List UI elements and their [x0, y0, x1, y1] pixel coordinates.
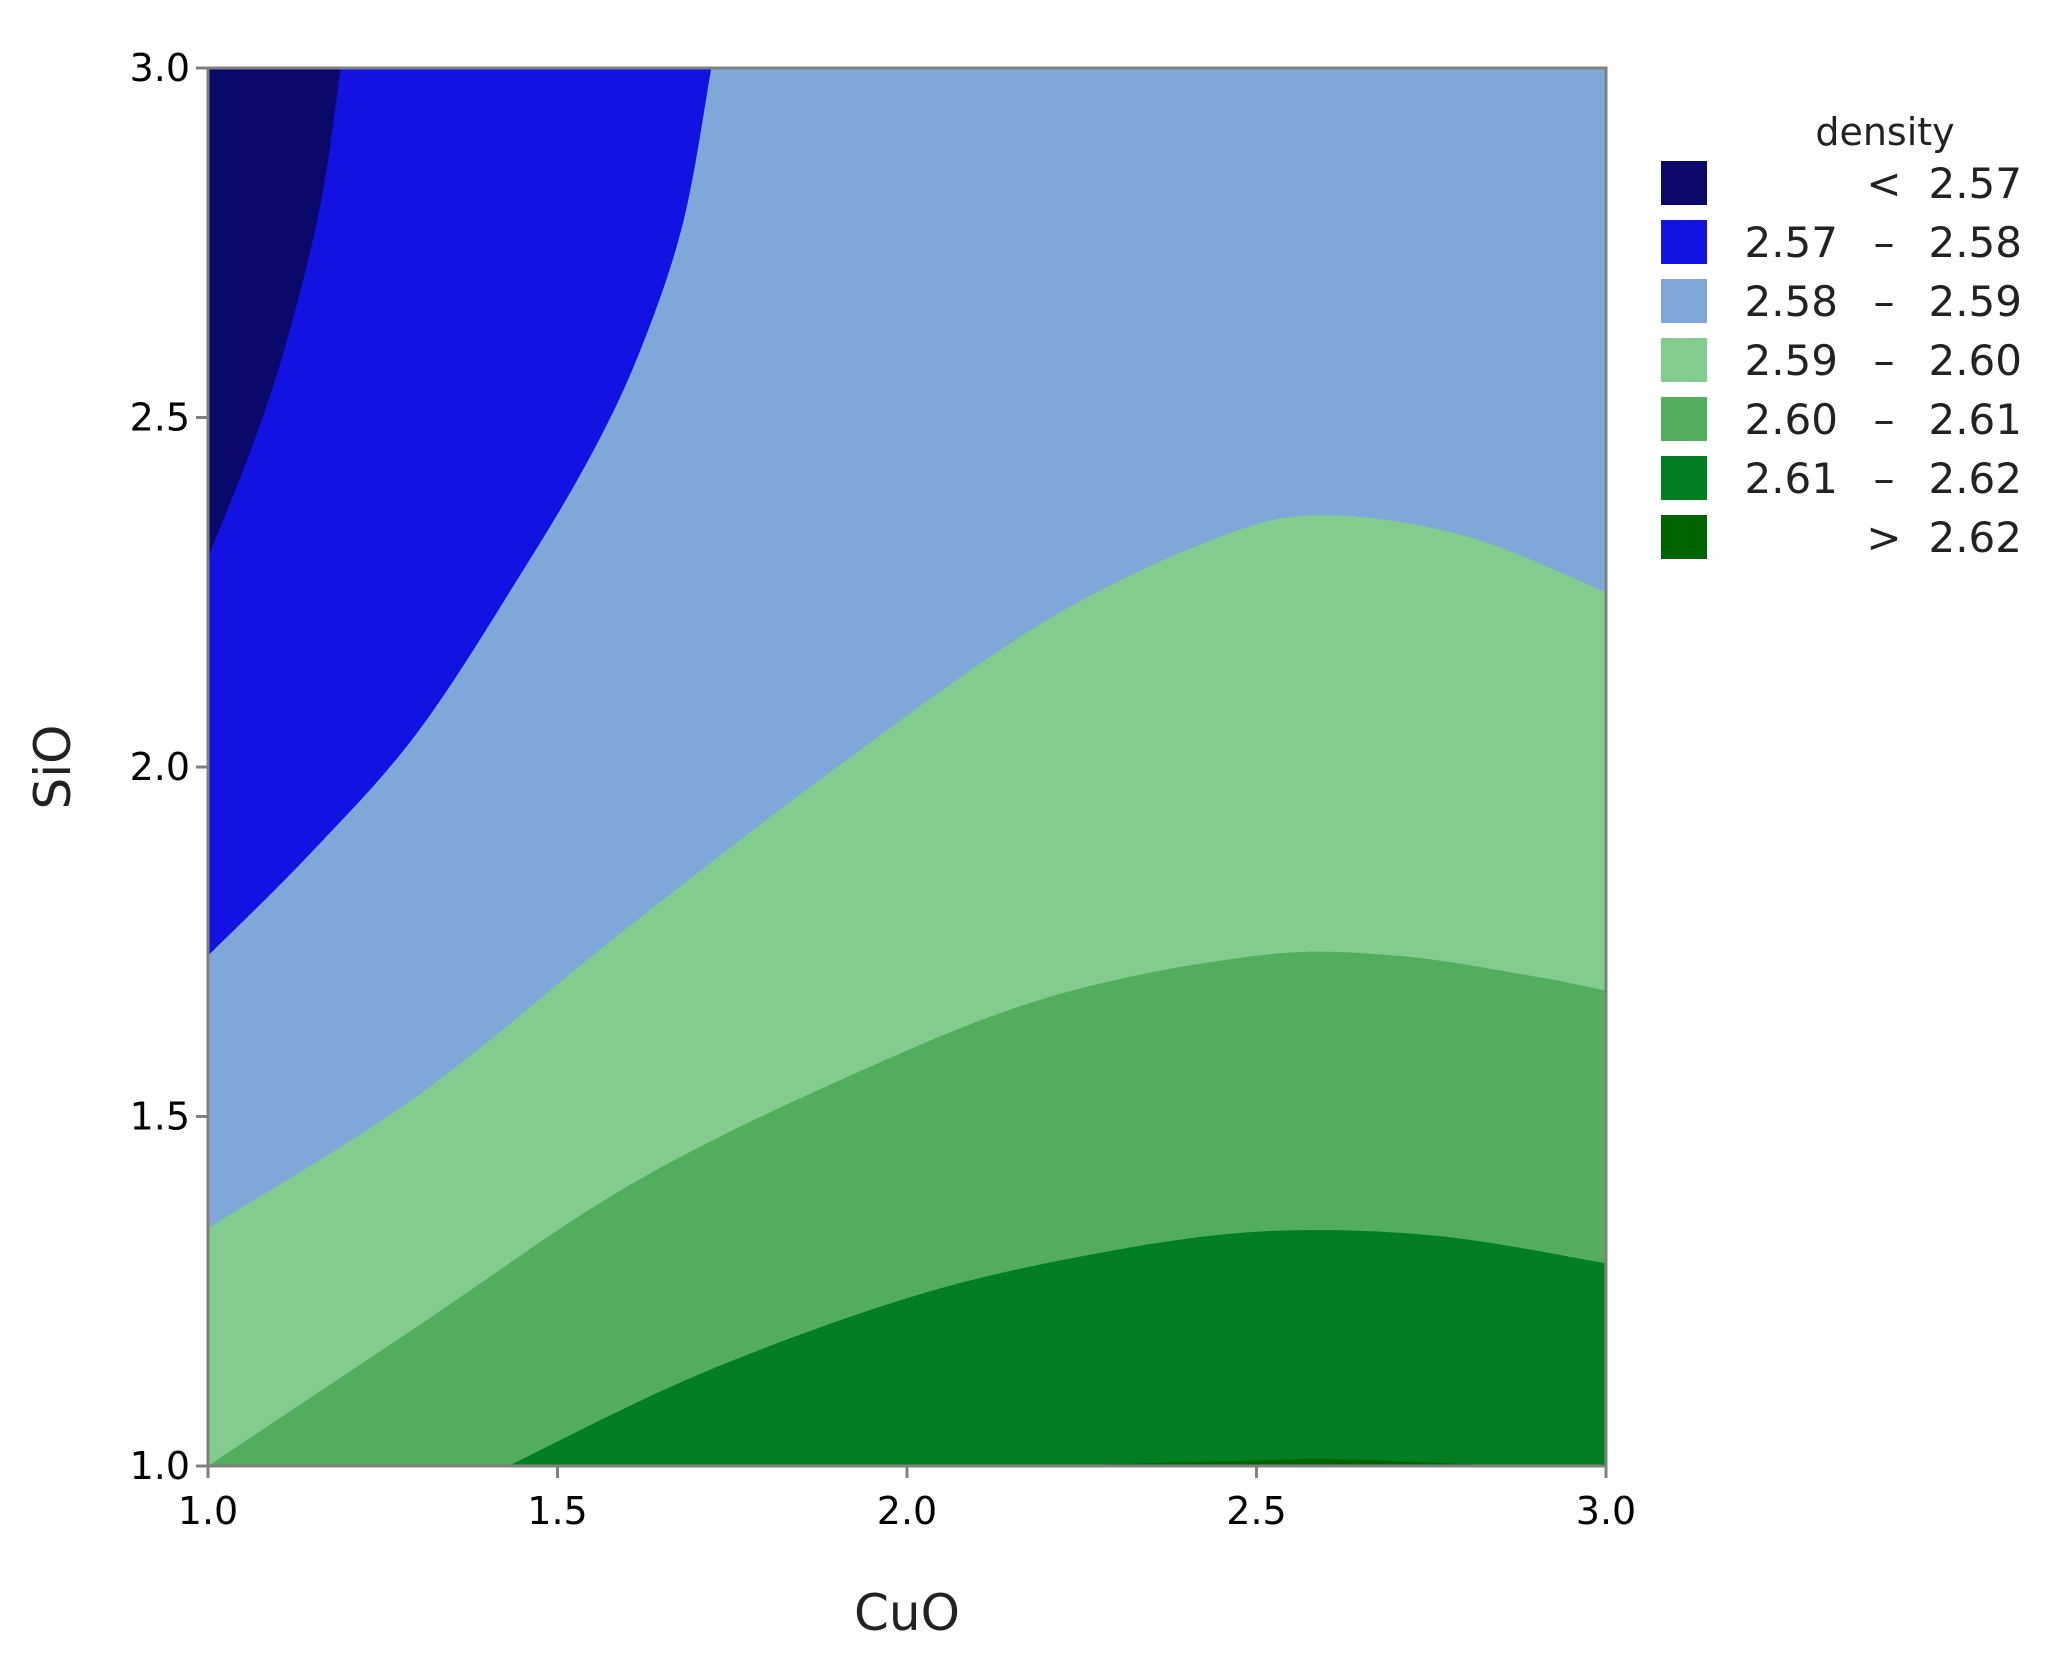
- legend-swatch: [1659, 159, 1709, 207]
- legend-high-value: 2.61: [1928, 395, 2022, 444]
- legend-separator: –: [1874, 395, 1895, 444]
- legend-entry: 2.59–2.60: [1659, 336, 2022, 385]
- legend-entry: 2.57–2.58: [1659, 218, 2022, 267]
- legend-separator: >: [1866, 513, 1901, 562]
- y-tick-label: 3.0: [130, 46, 190, 90]
- legend-low-value: 2.61: [1744, 454, 1838, 503]
- legend-swatch: [1659, 454, 1709, 502]
- legend-separator: <: [1866, 159, 1901, 208]
- y-tick-label: 2.0: [130, 745, 190, 789]
- y-axis: 1.0 1.5 2.0 2.5 3.0: [130, 46, 208, 1488]
- legend-low-value: 2.59: [1744, 336, 1838, 385]
- legend-separator: –: [1874, 454, 1895, 503]
- legend-high-value: 2.62: [1928, 513, 2022, 562]
- contour-region-2.57-2.58: [208, 68, 712, 956]
- x-axis: 1.0 1.5 2.0 2.5 3.0: [178, 1466, 1636, 1533]
- y-tick-label: 1.0: [130, 1444, 190, 1488]
- legend: density <2.572.57–2.582.58–2.592.59–2.60…: [1659, 110, 2022, 562]
- x-tick-label: 1.0: [178, 1489, 238, 1533]
- x-tick-label: 2.5: [1226, 1489, 1286, 1533]
- contour-region-2.61-2.62: [508, 1229, 1606, 1466]
- legend-high-value: 2.60: [1928, 336, 2022, 385]
- contour-region-below-2.57: [208, 68, 341, 558]
- legend-low-value: 2.58: [1744, 277, 1838, 326]
- y-axis-title: SiO: [24, 725, 82, 810]
- x-tick-label: 2.0: [877, 1489, 937, 1533]
- legend-swatch: [1659, 277, 1709, 325]
- legend-separator: –: [1874, 277, 1895, 326]
- legend-separator: –: [1874, 336, 1895, 385]
- legend-entry: 2.60–2.61: [1659, 395, 2022, 444]
- legend-entry: 2.58–2.59: [1659, 277, 2022, 326]
- legend-swatch: [1659, 395, 1709, 443]
- contour-regions: [208, 68, 1606, 1466]
- legend-entry: 2.61–2.62: [1659, 454, 2022, 503]
- legend-low-value: 2.60: [1744, 395, 1838, 444]
- contour-region-above-2.62: [1046, 1458, 1606, 1466]
- legend-swatch: [1659, 513, 1709, 561]
- legend-swatch: [1659, 218, 1709, 266]
- legend-separator: –: [1874, 218, 1895, 267]
- legend-low-value: 2.57: [1744, 218, 1838, 267]
- y-tick-label: 1.5: [130, 1095, 190, 1139]
- legend-high-value: 2.62: [1928, 454, 2022, 503]
- legend-swatch: [1659, 336, 1709, 384]
- legend-high-value: 2.59: [1928, 277, 2022, 326]
- x-tick-label: 3.0: [1576, 1489, 1636, 1533]
- x-tick-label: 1.5: [527, 1489, 587, 1533]
- legend-high-value: 2.57: [1928, 159, 2022, 208]
- legend-entry: <2.57: [1659, 159, 2022, 208]
- y-tick-label: 2.5: [130, 396, 190, 440]
- legend-title: density: [1815, 110, 1954, 154]
- legend-high-value: 2.58: [1928, 218, 2022, 267]
- x-axis-title: CuO: [854, 1584, 960, 1642]
- legend-entries: <2.572.57–2.582.58–2.592.59–2.602.60–2.6…: [1659, 159, 2022, 562]
- legend-entry: >2.62: [1659, 513, 2022, 562]
